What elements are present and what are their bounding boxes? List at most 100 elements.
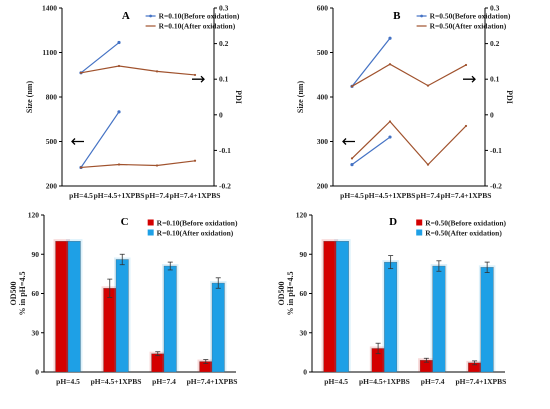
data-point <box>388 135 392 139</box>
data-point <box>350 157 354 160</box>
x-tick-label: pH=7.4+1XPBS <box>441 191 492 200</box>
left-tick-label: 800 <box>46 93 58 102</box>
legend-label: R=0.10(Before oxidation) <box>159 12 240 21</box>
right-tick-label: 0 <box>490 110 494 119</box>
legend-label: R=0.10(After oxidation) <box>157 229 234 238</box>
series-line <box>80 42 120 74</box>
data-point <box>117 40 121 45</box>
x-tick-label: pH=7.4 <box>416 191 440 200</box>
data-point <box>193 73 197 77</box>
data-point <box>388 120 392 123</box>
x-tick-label: pH=4.5 <box>340 191 364 200</box>
y-tick-label: 0 <box>35 368 39 377</box>
right-tick-label: 0.1 <box>490 75 500 84</box>
x-tick-label: pH=4.5 <box>69 191 93 200</box>
right-tick-label: -0.2 <box>490 182 502 191</box>
bar <box>115 259 129 373</box>
left-tick-label: 500 <box>317 48 329 57</box>
y-tick-label: 120 <box>28 211 40 220</box>
data-point <box>117 64 121 68</box>
x-tick-label: pH=7.4+1XPBS <box>455 377 506 386</box>
data-point <box>426 163 430 166</box>
right-tick-label: 0.3 <box>490 4 500 13</box>
data-point <box>79 71 83 74</box>
right-tick-label: 0.2 <box>219 39 229 48</box>
data-point <box>155 164 159 167</box>
data-point <box>464 124 468 128</box>
y-axis-label-line: OD500 <box>9 282 18 306</box>
legend-label: R=0.50(Before oxidation) <box>430 12 511 21</box>
left-tick-label: 400 <box>317 93 329 102</box>
x-tick-label: pH=7.4 <box>145 191 169 200</box>
data-point <box>117 110 121 114</box>
x-tick-label: pH=4.5+1XPBS <box>365 191 416 200</box>
y-axis-label-left: Size (nm) <box>25 81 34 114</box>
right-tick-label: 0 <box>219 110 223 119</box>
panel-label: B <box>393 10 401 22</box>
bar <box>163 265 177 373</box>
y-tick-label: 60 <box>32 289 40 298</box>
left-axis-arrow <box>71 138 84 145</box>
y-tick-label: 90 <box>32 250 40 259</box>
left-tick-label: 200 <box>317 182 329 191</box>
bar <box>335 241 349 373</box>
y-tick-label: 90 <box>300 250 308 259</box>
right-tick-label: -0.1 <box>219 146 231 155</box>
data-point <box>350 163 354 167</box>
panel-label: D <box>389 216 397 228</box>
legend-label: R=0.50(After oxidation) <box>430 22 507 31</box>
left-tick-label: 1100 <box>42 48 57 57</box>
y-tick-label: 60 <box>300 289 308 298</box>
right-tick-label: 0.3 <box>219 4 229 13</box>
legend-marker <box>420 14 423 18</box>
left-axis-arrow <box>342 138 355 145</box>
right-tick-label: 0.2 <box>490 39 500 48</box>
x-tick-label: pH=7.4+1XPBS <box>170 191 221 200</box>
left-tick-label: 500 <box>46 137 58 146</box>
data-point <box>193 159 197 162</box>
bar <box>67 241 81 373</box>
y-axis-label-left: Size (nm) <box>296 81 305 114</box>
series-line <box>351 120 467 166</box>
legend-label: R=0.50(Before oxidation) <box>425 219 506 228</box>
panel-label: C <box>121 216 129 228</box>
series-line <box>80 65 196 76</box>
right-tick-label: -0.2 <box>219 182 231 191</box>
data-point <box>426 84 430 87</box>
right-tick-label: -0.1 <box>490 146 502 155</box>
left-tick-label: 200 <box>46 182 58 191</box>
y-tick-label: 120 <box>296 211 308 220</box>
right-axis-arrow <box>192 75 205 83</box>
data-point <box>388 36 392 40</box>
bar <box>480 267 494 373</box>
data-point <box>350 85 354 88</box>
series-line <box>351 136 391 166</box>
panel-label: A <box>122 10 130 22</box>
series-line <box>351 63 467 87</box>
series-line <box>351 37 391 87</box>
x-tick-label: pH=4.5+1XPBS <box>91 377 142 386</box>
left-tick-label: 600 <box>317 4 329 13</box>
y-axis-label-line: % in pH=4.5 <box>18 272 27 316</box>
y-axis-label-line: OD500 <box>277 282 286 306</box>
data-point <box>464 63 468 67</box>
series-line <box>80 111 120 168</box>
data-point <box>79 166 83 169</box>
y-tick-label: 30 <box>32 328 40 337</box>
y-tick-label: 30 <box>300 328 308 337</box>
legend-swatch <box>147 219 154 226</box>
x-tick-label: pH=7.4 <box>152 377 176 386</box>
legend-marker <box>149 14 153 18</box>
x-tick-label: pH=4.5+1XPBS <box>94 191 145 200</box>
legend-label: R=0.50(After oxidation) <box>425 229 502 238</box>
x-tick-label: pH=4.5 <box>324 377 348 386</box>
y-axis-label: OD500% in pH=4.5 <box>9 272 27 316</box>
x-tick-label: pH=7.4+1XPBS <box>187 377 238 386</box>
right-axis-arrow <box>463 75 476 83</box>
data-point <box>388 63 392 66</box>
x-tick-label: pH=7.4 <box>421 377 445 386</box>
left-tick-label: 1400 <box>42 4 57 13</box>
x-tick-label: pH=4.5+1XPBS <box>359 377 410 386</box>
legend-swatch <box>416 229 423 236</box>
bar <box>432 265 446 373</box>
